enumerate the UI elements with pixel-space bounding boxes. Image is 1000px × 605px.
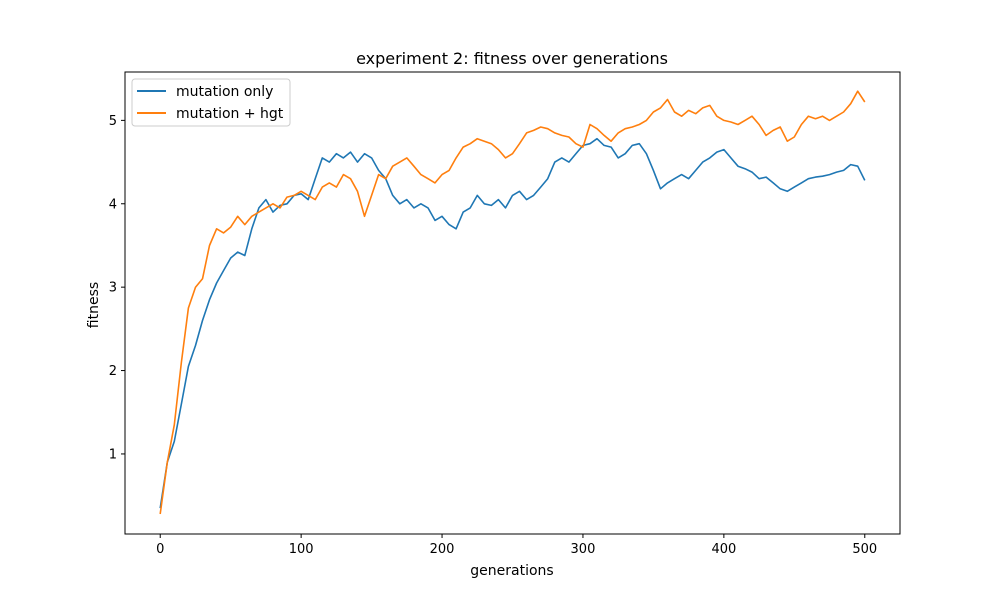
- series-line-2: [159, 90, 866, 515]
- x-axis-label: generations: [470, 563, 553, 579]
- x-tick-label: 0: [156, 542, 164, 557]
- y-tick-label: 5: [109, 114, 117, 129]
- legend-frame: [131, 78, 291, 127]
- y-tick-label: 4: [109, 197, 117, 212]
- x-tick-label: 300: [571, 542, 596, 557]
- y-axis-label: fitness: [86, 282, 102, 328]
- y-tick-label: 2: [109, 364, 117, 379]
- legend: mutation only mutation + hgt: [131, 78, 291, 127]
- legend-label: mutation only: [176, 84, 273, 100]
- x-tick-label: 100: [289, 542, 314, 557]
- x-tick-label: 400: [711, 542, 736, 557]
- legend-label: mutation + hgt: [176, 106, 284, 122]
- y-axis-ticks: 1 2 3 4 5: [109, 114, 125, 462]
- x-tick-label: 500: [852, 542, 877, 557]
- y-tick-label: 1: [109, 447, 117, 462]
- series-line-1: [159, 137, 866, 509]
- plot-area-frame: [124, 71, 901, 535]
- x-axis-ticks: 0 100 200 300 400 500: [156, 534, 877, 557]
- chart-title: experiment 2: fitness over generations: [356, 49, 668, 68]
- x-tick-label: 200: [430, 542, 455, 557]
- series-layer: [159, 90, 866, 515]
- y-tick-label: 3: [109, 281, 117, 296]
